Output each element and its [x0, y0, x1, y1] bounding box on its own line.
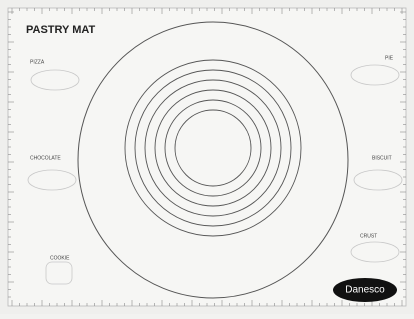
label: PIZZA	[30, 59, 45, 65]
label: CHOCOLATE	[30, 155, 61, 161]
label: BISCUIT	[372, 155, 392, 161]
brand: Danesco	[345, 285, 385, 296]
pastry-mat: PASTRY MAT PIZZA PIE CHOCOLATE BISCUIT C…	[0, 0, 414, 314]
label: PIE	[385, 55, 394, 61]
title: PASTRY MAT	[26, 24, 96, 36]
page: PASTRY MAT PIZZA PIE CHOCOLATE BISCUIT C…	[0, 0, 414, 314]
label: COOKIE	[50, 255, 70, 261]
label: CRUST	[360, 233, 377, 239]
